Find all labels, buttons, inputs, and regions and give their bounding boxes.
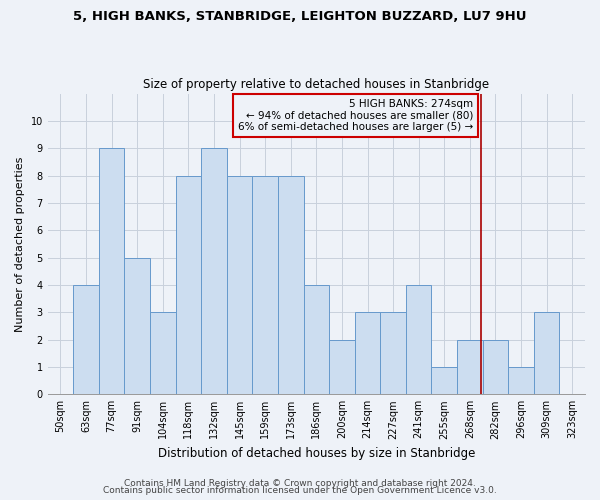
Bar [201, 148, 227, 394]
Bar [457, 340, 482, 394]
Bar [406, 285, 431, 395]
Y-axis label: Number of detached properties: Number of detached properties [15, 156, 25, 332]
Bar [176, 176, 201, 394]
Bar [304, 285, 329, 395]
Title: Size of property relative to detached houses in Stanbridge: Size of property relative to detached ho… [143, 78, 490, 91]
Bar [253, 176, 278, 394]
Bar [534, 312, 559, 394]
Bar [380, 312, 406, 394]
Text: Contains HM Land Registry data © Crown copyright and database right 2024.: Contains HM Land Registry data © Crown c… [124, 478, 476, 488]
Bar [431, 367, 457, 394]
Text: 5, HIGH BANKS, STANBRIDGE, LEIGHTON BUZZARD, LU7 9HU: 5, HIGH BANKS, STANBRIDGE, LEIGHTON BUZZ… [73, 10, 527, 23]
Text: Contains public sector information licensed under the Open Government Licence v3: Contains public sector information licen… [103, 486, 497, 495]
X-axis label: Distribution of detached houses by size in Stanbridge: Distribution of detached houses by size … [158, 447, 475, 460]
Bar [355, 312, 380, 394]
Bar [508, 367, 534, 394]
Bar [150, 312, 176, 394]
Bar [227, 176, 253, 394]
Bar [73, 285, 99, 395]
Bar [278, 176, 304, 394]
Text: 5 HIGH BANKS: 274sqm
← 94% of detached houses are smaller (80)
6% of semi-detach: 5 HIGH BANKS: 274sqm ← 94% of detached h… [238, 99, 473, 132]
Bar [329, 340, 355, 394]
Bar [99, 148, 124, 394]
Bar [124, 258, 150, 394]
Bar [482, 340, 508, 394]
